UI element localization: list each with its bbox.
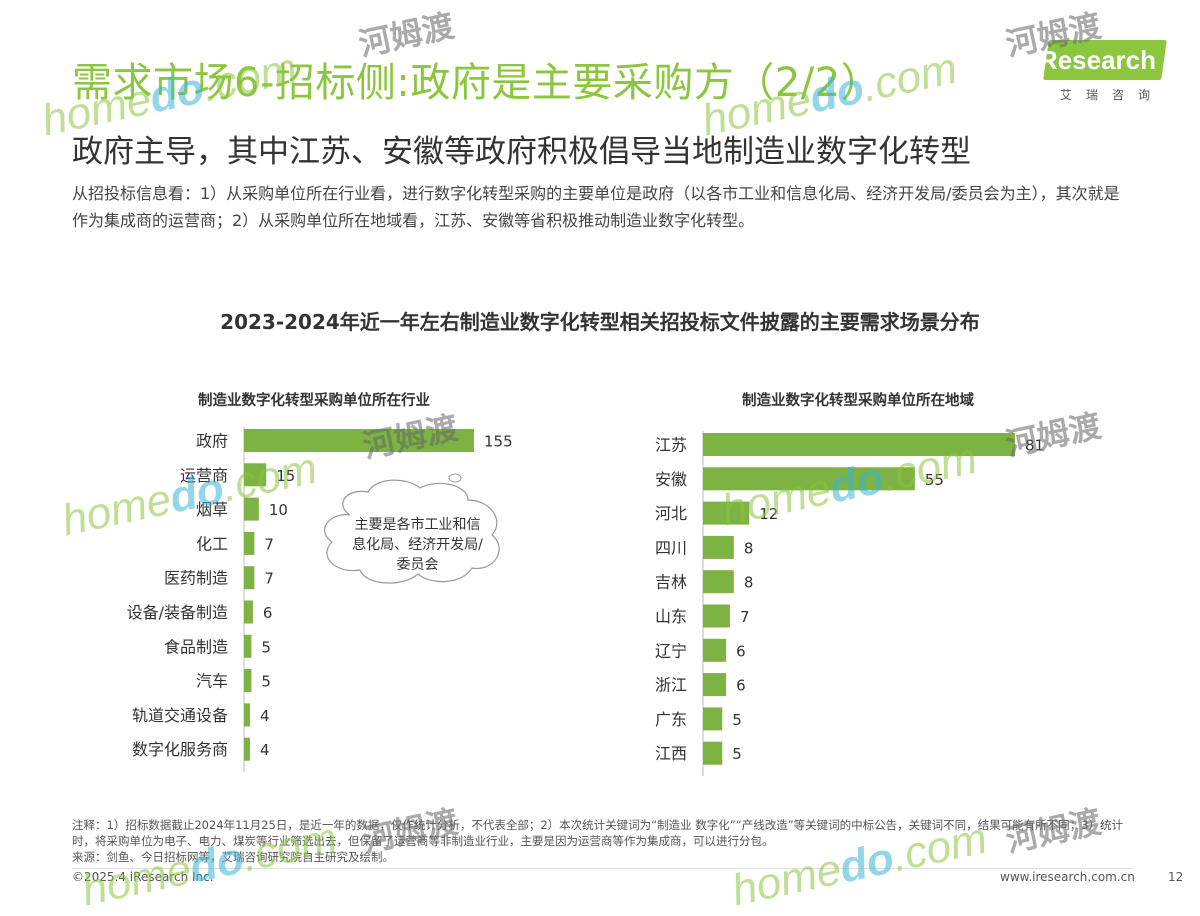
value-label: 8 — [744, 539, 754, 557]
region-chart-title: 制造业数字化转型采购单位所在地域 — [742, 393, 974, 409]
bar — [244, 429, 474, 452]
bar — [244, 566, 255, 590]
value-label: 10 — [269, 501, 288, 519]
category-label: 数字化服务商 — [132, 740, 228, 759]
bar — [244, 703, 250, 727]
industry-bar-chart: 政府 155 运营商 15 烟草 10 化工 7 医药制造 7 设备/装备制造 6 食品制造 5 汽车 5 轨道… — [127, 427, 513, 772]
region-bar-chart: 江苏 81 安徽 55 河北 12 四川 8 吉林 8 山东 7 辽宁 6 浙江 6 广东 5 江西 5 — [655, 431, 1044, 776]
value-label: 4 — [260, 741, 270, 759]
industry-chart-title: 制造业数字化转型采购单位所在行业 — [198, 393, 430, 409]
footer-divider — [72, 868, 1132, 869]
bar — [703, 673, 727, 697]
value-label: 5 — [261, 673, 271, 691]
category-label: 山东 — [655, 607, 687, 626]
category-label: 汽车 — [196, 672, 228, 691]
category-label: 烟草 — [196, 500, 228, 519]
category-label: 吉林 — [655, 573, 687, 592]
value-label: 7 — [264, 535, 274, 553]
source-text: 来源：剑鱼、今日招标网等，艾瑞咨询研究院自主研究及绘制。 — [72, 850, 394, 864]
copyright: ©2025.4 iResearch Inc. — [72, 870, 214, 884]
bar — [703, 570, 734, 594]
website-link[interactable]: www.iresearch.com.cn — [1000, 870, 1135, 884]
page-title: 需求市场6-招标侧:政府是主要采购方（2/2） — [72, 60, 882, 106]
bar — [703, 433, 1015, 456]
category-label: 食品制造 — [164, 637, 228, 656]
category-label: 政府 — [196, 432, 228, 451]
iresearch-logo: iResearch 艾瑞咨询 — [1032, 40, 1167, 102]
category-label: 江苏 — [655, 436, 687, 455]
value-label: 7 — [264, 570, 274, 588]
bar — [703, 741, 723, 765]
page-subtitle: 政府主导，其中江苏、安徽等政府积极倡导当地制造业数字化转型 — [72, 134, 971, 170]
logo-text: iResearch — [1031, 45, 1156, 75]
category-label: 运营商 — [180, 466, 228, 485]
annotation-text: 主要是各市工业和信息化局、经济开发局/委员会 — [352, 517, 483, 573]
bar — [244, 600, 253, 624]
value-label: 155 — [484, 433, 513, 451]
bar — [703, 638, 727, 662]
bar — [244, 531, 255, 555]
category-label: 广东 — [655, 710, 687, 729]
category-label: 河北 — [655, 504, 687, 523]
bar — [703, 467, 915, 491]
category-label: 医药制造 — [164, 569, 228, 588]
bar — [703, 604, 730, 628]
category-label: 浙江 — [655, 676, 687, 695]
page-number: 12 — [1168, 870, 1184, 884]
value-label: 6 — [736, 642, 746, 660]
bar — [703, 535, 734, 559]
category-label: 轨道交通设备 — [132, 706, 228, 725]
bar — [244, 669, 252, 693]
value-label: 55 — [925, 471, 944, 489]
value-label: 6 — [736, 677, 746, 695]
bar — [244, 737, 250, 761]
value-label: 81 — [1025, 437, 1044, 455]
category-label: 辽宁 — [655, 641, 687, 660]
value-label: 4 — [260, 707, 270, 725]
category-label: 化工 — [196, 534, 228, 553]
value-label: 5 — [732, 745, 742, 763]
category-label: 安徽 — [655, 470, 687, 489]
value-label: 6 — [263, 604, 273, 622]
category-label: 设备/装备制造 — [127, 603, 228, 622]
bar — [244, 497, 259, 521]
bar — [703, 707, 723, 731]
logo-subtext: 艾瑞咨询 — [1059, 88, 1164, 102]
value-label: 15 — [276, 467, 295, 485]
page-description: 从招投标信息看：1）从采购单位所在行业看，进行数字化转型采购的主要单位是政府（以… — [72, 184, 1120, 230]
footnotes: 注释：1）招标数据截止2024年11月25日，是近一年的数据，仅作统计分析，不代… — [72, 817, 1142, 865]
value-label: 8 — [744, 574, 754, 592]
value-label: 5 — [732, 711, 742, 729]
value-label: 5 — [261, 638, 271, 656]
category-label: 四川 — [655, 538, 687, 557]
bar — [244, 634, 252, 658]
bar — [703, 501, 750, 525]
category-label: 江西 — [655, 744, 687, 763]
notes-text: 注释：1）招标数据截止2024年11月25日，是近一年的数据，仅作统计分析，不代… — [72, 818, 1123, 848]
annotation-bubble — [324, 473, 500, 584]
value-label: 7 — [740, 608, 750, 626]
value-label: 12 — [759, 505, 778, 523]
bar — [244, 463, 267, 487]
chart-title: 2023-2024年近一年左右制造业数字化转型相关招投标文件披露的主要需求场景分… — [220, 310, 980, 334]
